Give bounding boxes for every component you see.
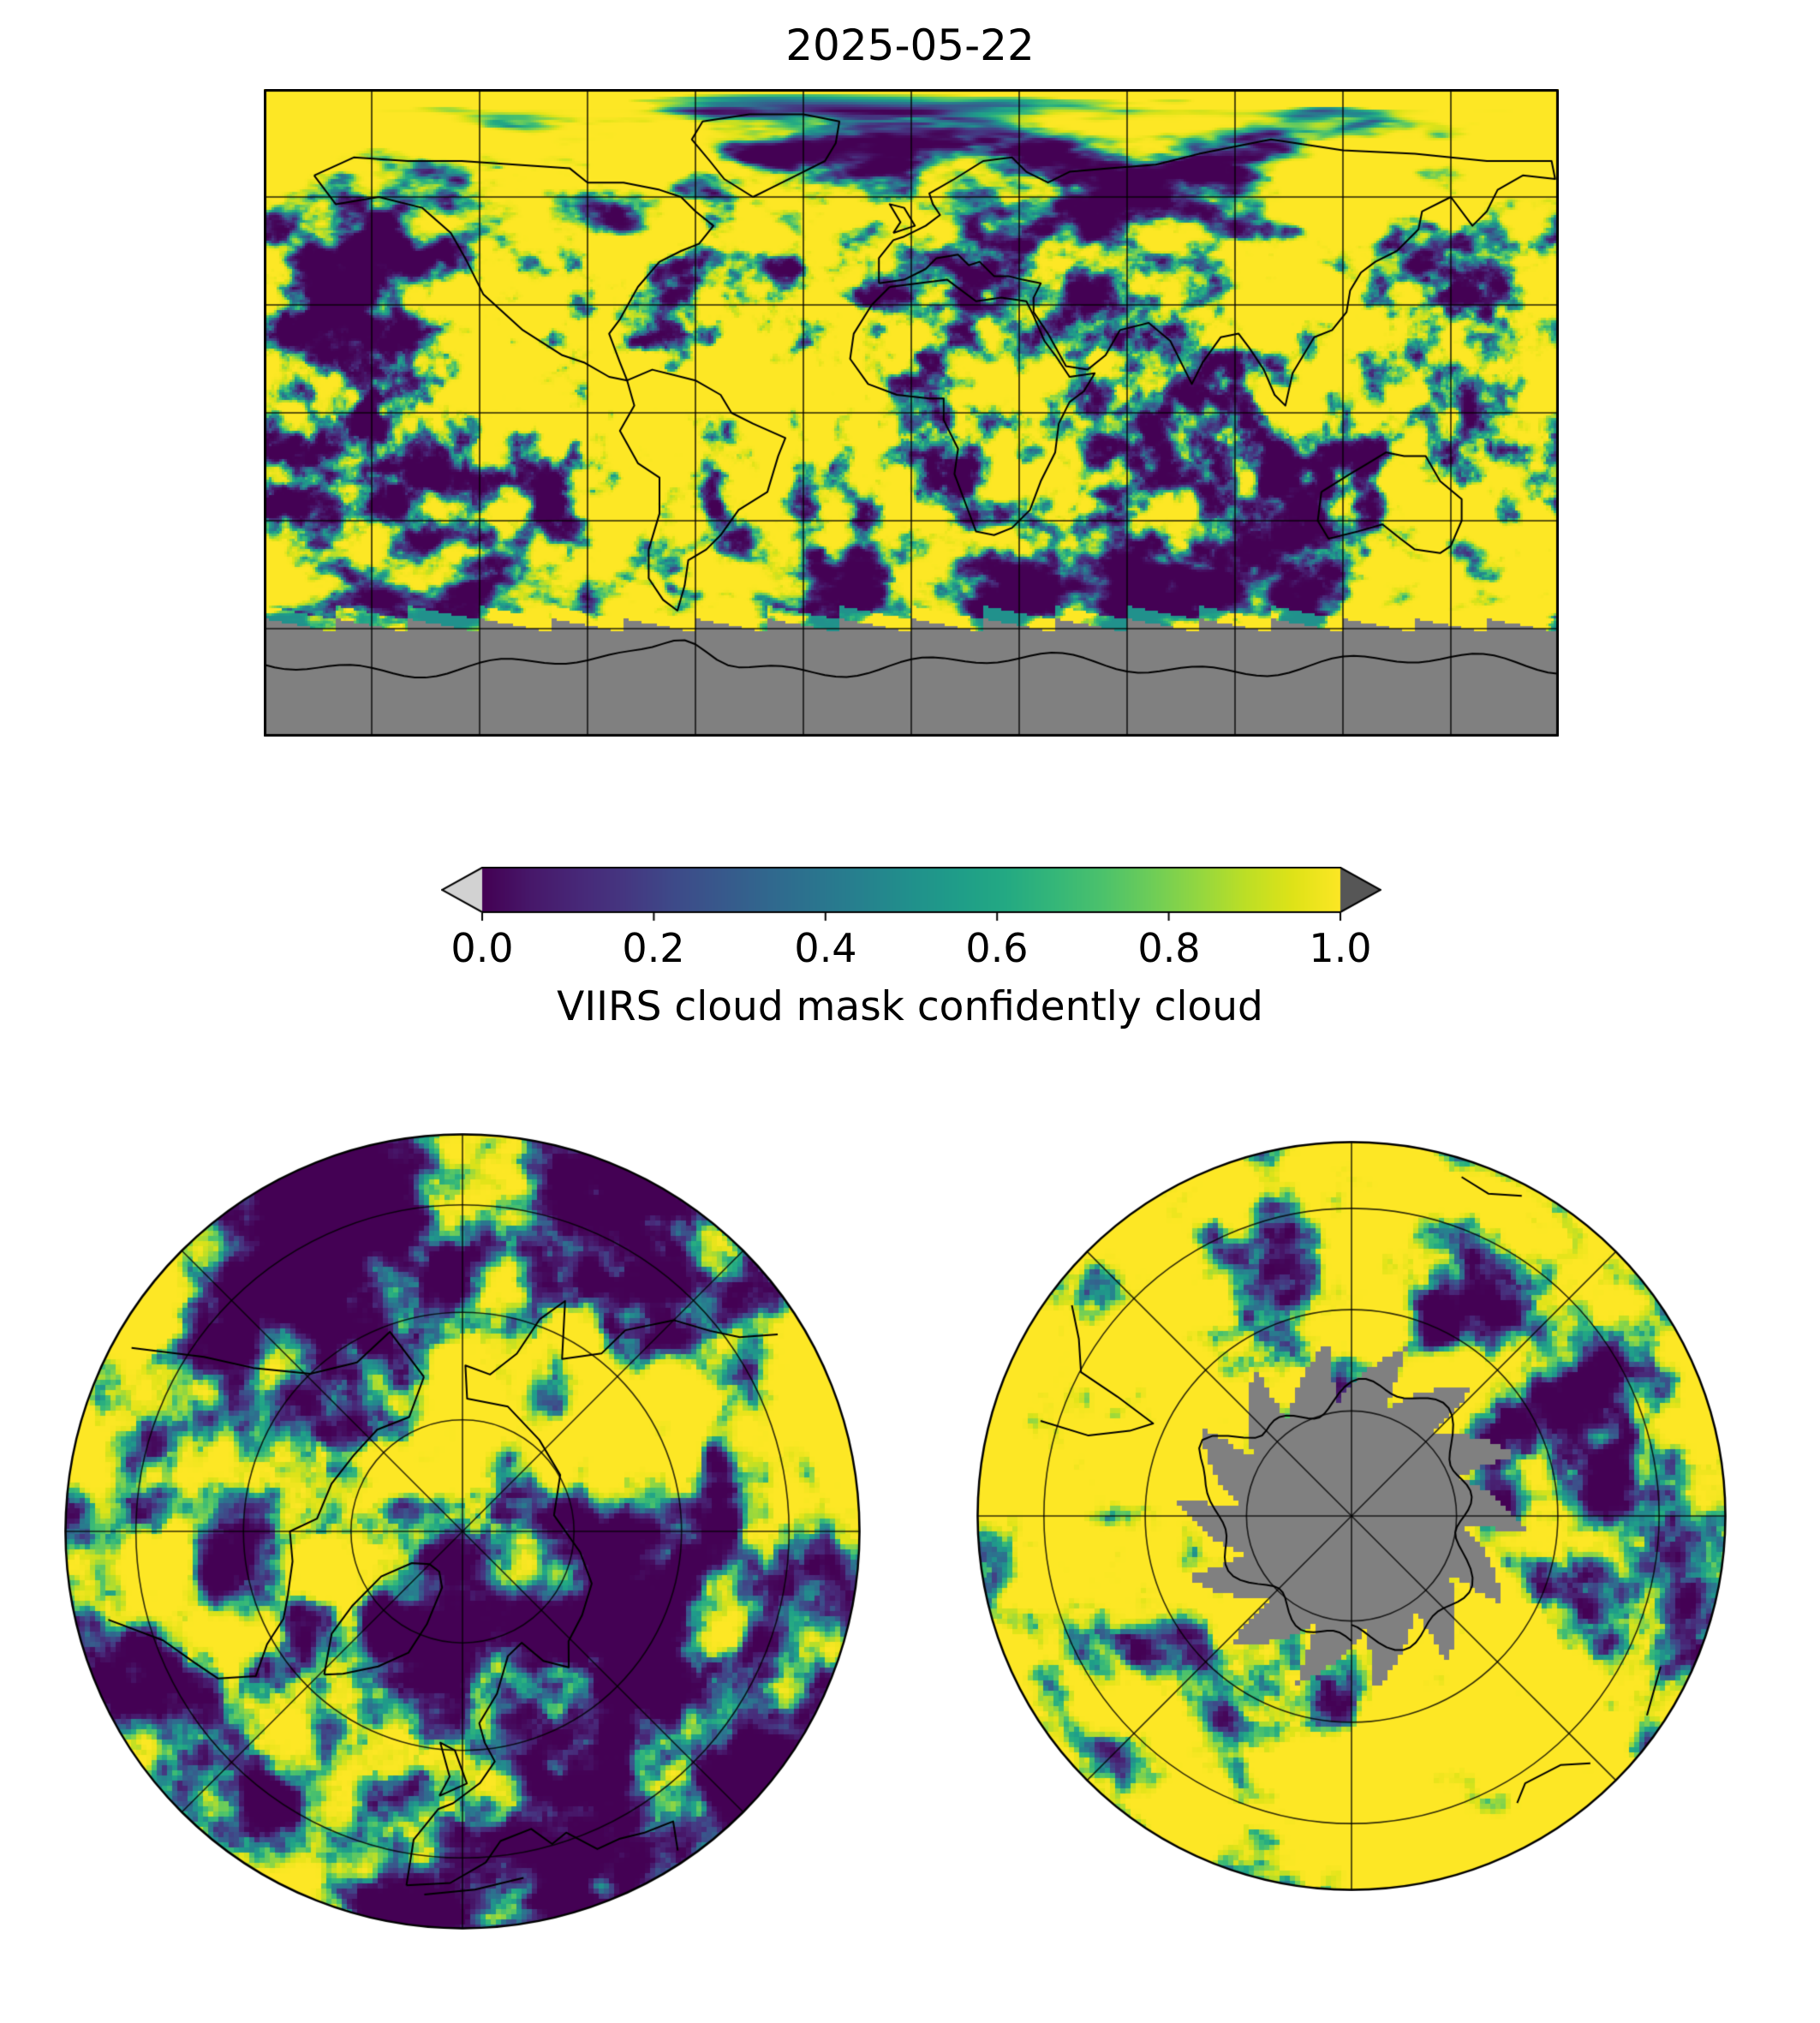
global-cloud-map bbox=[264, 89, 1559, 737]
colorbar-tick: 0.6 bbox=[965, 925, 1029, 971]
colorbar-tick: 0.2 bbox=[622, 925, 685, 971]
colorbar-tick: 0.0 bbox=[451, 925, 514, 971]
south-polar-map bbox=[976, 1141, 1727, 1891]
colorbar-tick: 1.0 bbox=[1309, 925, 1372, 971]
north-polar-map bbox=[64, 1133, 861, 1930]
colorbar-tick: 0.8 bbox=[1137, 925, 1201, 971]
figure-title: 2025-05-22 bbox=[785, 21, 1035, 70]
colorbar-label: VIIRS cloud mask confidently cloud bbox=[557, 983, 1263, 1030]
colorbar-tick: 0.4 bbox=[794, 925, 857, 971]
colorbar bbox=[441, 867, 1381, 923]
